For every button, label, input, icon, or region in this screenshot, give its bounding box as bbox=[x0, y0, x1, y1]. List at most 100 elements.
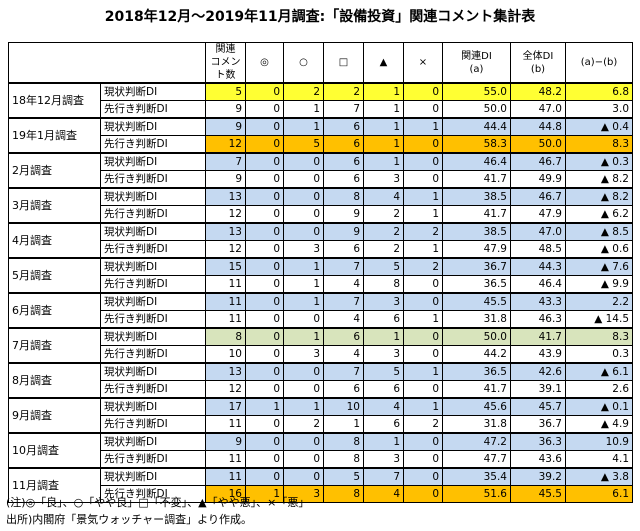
cell: ▲ 9.9 bbox=[565, 275, 633, 294]
cell: 7 bbox=[323, 362, 364, 381]
cell: 8.3 bbox=[565, 327, 633, 346]
cell: 0 bbox=[245, 240, 284, 259]
cell: 48.5 bbox=[510, 240, 566, 259]
cell: 0 bbox=[245, 135, 284, 154]
cell: 12 bbox=[205, 380, 246, 399]
cell: 43.9 bbox=[510, 345, 566, 364]
cell: 0 bbox=[283, 450, 324, 469]
cell: 43.3 bbox=[510, 292, 566, 311]
cell: 2 bbox=[283, 82, 324, 101]
row: 7月調査 現状判断DI 8 0 1 6 1 0 50.0 41.7 8.3 bbox=[8, 327, 633, 364]
header-cell: × bbox=[403, 42, 443, 84]
cell: 35.4 bbox=[442, 467, 511, 486]
row: 19年1月調査 現状判断DI 9 0 1 6 1 1 44.4 44.8 ▲ 0.4 bbox=[8, 117, 633, 154]
cell: 10.9 bbox=[565, 432, 633, 451]
cell: 46.7 bbox=[510, 187, 566, 206]
cell: 3 bbox=[363, 170, 404, 189]
cell: 2 bbox=[403, 222, 443, 241]
cell: 0 bbox=[245, 345, 284, 364]
cell: 11 bbox=[205, 292, 246, 311]
cell: 9 bbox=[323, 222, 364, 241]
cell: 31.8 bbox=[442, 310, 511, 329]
header-cell: ◎ bbox=[245, 42, 284, 84]
cell: 10 bbox=[205, 345, 246, 364]
row: 先行き判断DI 9 0 1 7 1 0 50.0 47.0 3.0 bbox=[9, 100, 633, 119]
cell: 0 bbox=[403, 432, 443, 451]
row-label: 現状判断DI bbox=[100, 432, 206, 451]
cell: 8 bbox=[323, 485, 364, 503]
cell: 9 bbox=[205, 100, 246, 119]
cell: 0 bbox=[403, 82, 443, 101]
cell: 1 bbox=[403, 117, 443, 136]
cell: 0 bbox=[403, 327, 443, 346]
cell: 1 bbox=[363, 117, 404, 136]
row-label: 現状判断DI bbox=[100, 222, 206, 241]
row: 先行き判断DI 16 1 3 8 4 0 51.6 45.5 6.1 bbox=[9, 485, 633, 503]
row: 11月調査 現状判断DI 11 0 0 5 7 0 35.4 39.2 ▲ 3.8 bbox=[8, 467, 633, 503]
cell: 8.3 bbox=[565, 135, 633, 154]
row: 先行き判断DI 12 0 5 6 1 0 58.3 50.0 8.3 bbox=[9, 135, 633, 154]
cell: 6 bbox=[363, 380, 404, 399]
cell: 44.8 bbox=[510, 117, 566, 136]
row: 5月調査 現状判断DI 15 0 1 7 5 2 36.7 44.3 ▲ 7.6 bbox=[8, 257, 633, 294]
cell: 1 bbox=[363, 135, 404, 154]
cell: 12 bbox=[205, 240, 246, 259]
cell: 1 bbox=[403, 187, 443, 206]
cell: ▲ 8.2 bbox=[565, 187, 633, 206]
cell: 45.5 bbox=[442, 292, 511, 311]
cell: 0.3 bbox=[565, 345, 633, 364]
cell: 9 bbox=[205, 117, 246, 136]
cell: 11 bbox=[205, 415, 246, 434]
row: 10月調査 現状判断DI 9 0 0 8 1 0 47.2 36.3 10.9 bbox=[8, 432, 633, 469]
cell: 36.5 bbox=[442, 362, 511, 381]
row-label: 現状判断DI bbox=[100, 257, 206, 276]
header-cell bbox=[8, 42, 206, 84]
cell: 1 bbox=[363, 100, 404, 119]
cell: 9 bbox=[205, 432, 246, 451]
cell: 38.5 bbox=[442, 187, 511, 206]
row-label: 現状判断DI bbox=[100, 327, 206, 346]
cell: 49.9 bbox=[510, 170, 566, 189]
month-cell: 9月調査 bbox=[8, 397, 101, 434]
header-cell: □ bbox=[323, 42, 364, 84]
cell: 41.7 bbox=[510, 327, 566, 346]
cell: ▲ 0.3 bbox=[565, 152, 633, 171]
cell: 5 bbox=[363, 362, 404, 381]
row: 4月調査 現状判断DI 13 0 0 9 2 2 38.5 47.0 ▲ 8.5 bbox=[8, 222, 633, 259]
cell: 11 bbox=[205, 310, 246, 329]
row: 先行き判断DI 11 0 0 4 6 1 31.8 46.3 ▲ 14.5 bbox=[9, 310, 633, 329]
cell: ▲ 0.6 bbox=[565, 240, 633, 259]
cell: 1 bbox=[283, 117, 324, 136]
cell: 0 bbox=[245, 82, 284, 101]
cell: 0 bbox=[245, 467, 284, 486]
cell: 8 bbox=[323, 187, 364, 206]
cell: 0 bbox=[283, 187, 324, 206]
cell: 0 bbox=[283, 205, 324, 224]
row: 先行き判断DI 10 0 3 4 3 0 44.2 43.9 0.3 bbox=[9, 345, 633, 364]
cell: 39.1 bbox=[510, 380, 566, 399]
cell: ▲ 8.5 bbox=[565, 222, 633, 241]
cell: 4 bbox=[323, 310, 364, 329]
header-cell: ○ bbox=[283, 42, 324, 84]
cell: 58.3 bbox=[442, 135, 511, 154]
cell: 7 bbox=[323, 292, 364, 311]
cell: 50.0 bbox=[510, 135, 566, 154]
cell: ▲ 4.9 bbox=[565, 415, 633, 434]
cell: 13 bbox=[205, 187, 246, 206]
cell: 0 bbox=[283, 310, 324, 329]
month-cell: 8月調査 bbox=[8, 362, 101, 399]
cell: 11 bbox=[205, 467, 246, 486]
cell: 3 bbox=[363, 292, 404, 311]
cell: 0 bbox=[403, 275, 443, 294]
row-label: 先行き判断DI bbox=[100, 345, 206, 364]
month-cell: 2月調査 bbox=[8, 152, 101, 189]
cell: 2 bbox=[403, 415, 443, 434]
cell: 12 bbox=[205, 135, 246, 154]
row-label: 現状判断DI bbox=[100, 152, 206, 171]
cell: 0 bbox=[403, 292, 443, 311]
cell: 2.6 bbox=[565, 380, 633, 399]
cell: 0 bbox=[245, 380, 284, 399]
cell: 0 bbox=[283, 170, 324, 189]
cell: 9 bbox=[323, 205, 364, 224]
